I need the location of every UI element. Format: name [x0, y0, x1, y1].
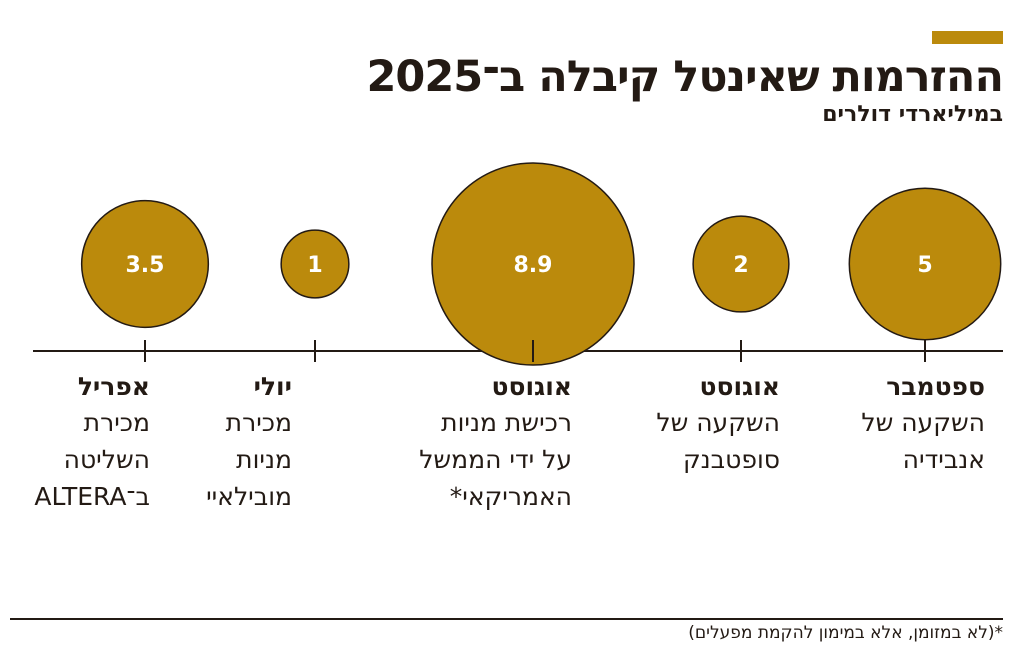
event-description-line: מכירת	[225, 408, 292, 437]
event-label: יולי מכירת מניות מובילאיי	[206, 370, 292, 515]
event-label: אפריל מכירת השליטה ב־ALTERA	[34, 370, 150, 515]
event-description-line: האמריקאי*	[449, 482, 572, 511]
event-description-line: השקעה של	[861, 408, 985, 437]
event-description-line: רכישת מניות	[441, 408, 572, 437]
event-description-line: השליטה	[63, 445, 150, 474]
event-label: אוגוסט רכישת מניות על ידי הממשל האמריקאי*	[419, 370, 572, 515]
event-description-line: סופטבנק	[682, 445, 780, 474]
month-label: אוגוסט	[491, 372, 572, 401]
month-label: ספטמבר	[886, 372, 985, 401]
chart-title: ההזרמות שאינטל קיבלה ב־2025	[366, 52, 1004, 102]
bubble-value-label: 1	[307, 253, 322, 278]
accent-bar	[932, 31, 1003, 44]
event-label: אוגוסט השקעה של סופטבנק	[656, 370, 780, 478]
footer-divider	[10, 618, 1003, 620]
bubble-value-label: 2	[733, 253, 748, 278]
event-description-line: מניות	[236, 445, 292, 474]
bubble	[80, 199, 210, 329]
month-label: אפריל	[77, 372, 150, 401]
month-label: יולי	[253, 372, 292, 401]
event-label: ספטמבר השקעה של אנבידיה	[861, 370, 985, 478]
bubble-value-label: 5	[917, 253, 932, 278]
bubble	[280, 229, 350, 299]
bubble-value-label: 3.5	[126, 253, 165, 278]
event-description-line: אנבידיה	[902, 445, 985, 474]
event-description-line: השקעה של	[656, 408, 780, 437]
event-description-line: מכירת	[83, 408, 150, 437]
chart-subtitle: במיליארדי דולרים	[822, 102, 1003, 127]
event-description-line: על ידי הממשל	[419, 445, 572, 474]
footnote: *(לא במזומן, אלא במימון להקמת מפעלים)	[688, 623, 1003, 643]
bubble-value-label: 8.9	[514, 253, 553, 278]
bubble	[848, 187, 1002, 341]
bubble	[692, 215, 790, 313]
event-description-line: ב־ALTERA	[34, 482, 150, 511]
event-description-line: מובילאיי	[206, 482, 292, 511]
month-label: אוגוסט	[699, 372, 780, 401]
bubble	[431, 162, 635, 366]
